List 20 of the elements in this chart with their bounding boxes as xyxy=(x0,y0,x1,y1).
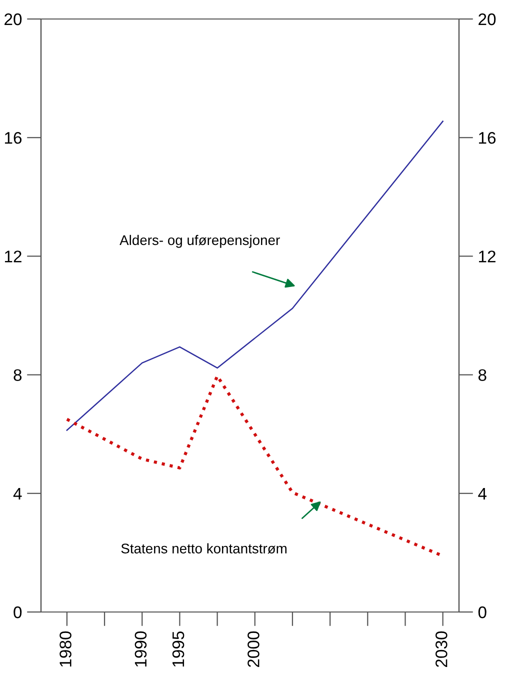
y2-tick-label: 4 xyxy=(478,488,487,500)
y-tick-label: 20 xyxy=(4,13,22,26)
annotation: Statens netto kontantstrøm xyxy=(121,543,286,554)
y-tick-label: 12 xyxy=(4,250,22,262)
y2-tick-label: 8 xyxy=(478,369,486,382)
annotation: Alders- og uførepensjoner xyxy=(120,234,280,248)
y2-tick-label: 16 xyxy=(479,132,496,144)
x-tick-label: 1995 xyxy=(172,631,184,667)
y-tick-label: 8 xyxy=(14,369,22,382)
y2-tick-label: 20 xyxy=(478,13,496,26)
x-tick-label: 1990 xyxy=(134,631,147,667)
x-tick-label: 2000 xyxy=(248,631,260,667)
y-tick-label: 4 xyxy=(13,488,22,500)
y-tick-label: 0 xyxy=(14,606,22,618)
y2-tick-label: 0 xyxy=(478,606,486,618)
x-tick-label: 1980 xyxy=(60,631,72,667)
y2-tick-label: 12 xyxy=(479,250,496,262)
x-tick-label: 2030 xyxy=(436,631,448,667)
line-series xyxy=(66,120,444,431)
y-tick-label: 16 xyxy=(4,132,22,144)
